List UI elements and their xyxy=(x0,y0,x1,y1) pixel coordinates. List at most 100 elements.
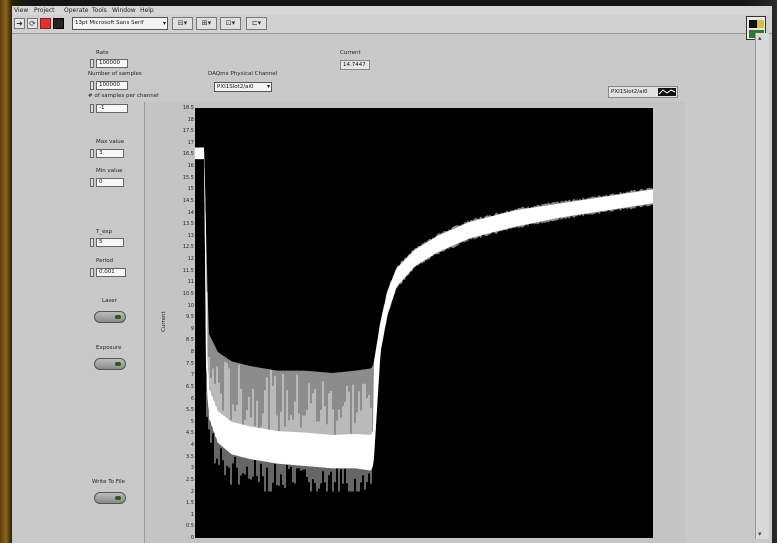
samples-stepper[interactable] xyxy=(90,81,94,90)
current-indicator: 14.7447 xyxy=(340,60,370,70)
y-tick-label: 15 xyxy=(187,186,194,193)
min-value-stepper[interactable] xyxy=(90,178,94,187)
y-tick-label: 8 xyxy=(190,349,194,356)
y-tick-label: 3 xyxy=(190,465,194,472)
toolbar: ➜ ⟳ 13pt Microsoft Sans Serif ▾ ⊟▾ ⊞▾ ⊡▾… xyxy=(12,15,772,40)
distribute-objects-icon[interactable]: ⊞▾ xyxy=(196,17,217,30)
y-tick-label: 1.5 xyxy=(186,500,194,507)
t-exp-input[interactable]: 5 xyxy=(96,238,124,247)
channel-value: PXI1Slot2/ai0 xyxy=(217,84,254,90)
y-tick-label: 6.5 xyxy=(186,383,194,390)
y-tick-label: 17 xyxy=(187,139,194,146)
channel-label: DAQmx Physical Channel xyxy=(208,71,278,77)
y-tick-label: 12.5 xyxy=(182,244,194,251)
menu-operate[interactable]: Operate xyxy=(64,7,89,14)
write-to-file-toggle[interactable] xyxy=(94,492,126,504)
period-input[interactable]: 0.001 xyxy=(96,268,126,277)
chevron-down-icon: ▾ xyxy=(162,20,166,27)
menu-bar: View Project Operate Tools Window Help xyxy=(12,6,772,15)
samples-input[interactable]: 100000 xyxy=(96,81,128,90)
resize-objects-icon[interactable]: ⊡▾ xyxy=(220,17,241,30)
y-tick-label: 17.5 xyxy=(182,128,194,135)
scroll-down-icon[interactable]: ▾ xyxy=(758,530,762,538)
max-value-stepper[interactable] xyxy=(90,149,94,158)
font-select-value: 13pt Microsoft Sans Serif xyxy=(75,20,144,26)
chevron-down-icon: ▾ xyxy=(266,83,270,90)
vertical-scrollbar[interactable]: ▴ ▾ xyxy=(755,33,769,539)
y-tick-label: 13.5 xyxy=(182,221,194,228)
exposure-toggle[interactable] xyxy=(94,358,126,370)
pause-icon[interactable] xyxy=(53,18,64,29)
y-tick-label: 16.5 xyxy=(182,151,194,158)
font-select[interactable]: 13pt Microsoft Sans Serif ▾ xyxy=(72,17,168,30)
y-tick-label: 4 xyxy=(190,442,194,449)
legend-swatch-icon xyxy=(658,88,676,96)
reorder-icon[interactable]: ⊏▾ xyxy=(246,17,267,30)
max-value-label: Max value xyxy=(96,139,125,145)
menu-view[interactable]: View xyxy=(14,7,29,14)
y-tick-label: 14.5 xyxy=(182,197,194,204)
y-tick-label: 7.5 xyxy=(186,360,194,367)
y-tick-label: 11 xyxy=(187,279,194,286)
y-tick-label: 2.5 xyxy=(186,476,194,483)
menu-tools[interactable]: Tools xyxy=(92,7,107,14)
run-arrow-icon[interactable]: ➜ xyxy=(14,18,25,29)
y-tick-label: 8.5 xyxy=(186,337,194,344)
y-tick-label: 12 xyxy=(187,256,194,263)
scroll-up-icon[interactable]: ▴ xyxy=(758,34,762,42)
y-axis-label: Current xyxy=(161,311,167,332)
y-tick-label: 3.5 xyxy=(186,453,194,460)
current-label: Current xyxy=(340,50,361,56)
y-tick-label: 1 xyxy=(190,511,194,518)
laser-label: Laser xyxy=(102,298,117,304)
run-continuous-icon[interactable]: ⟳ xyxy=(27,18,38,29)
write-to-file-label: Write To File xyxy=(92,479,126,485)
laser-toggle[interactable] xyxy=(94,311,126,323)
max-value-input[interactable]: 3 xyxy=(96,149,124,158)
y-tick-label: 10.5 xyxy=(182,290,194,297)
labview-front-panel-window: View Project Operate Tools Window Help ➜… xyxy=(12,6,772,543)
per-channel-stepper[interactable] xyxy=(90,104,94,113)
y-tick-label: 16 xyxy=(187,163,194,170)
y-tick-label: 5 xyxy=(190,418,194,425)
plot-legend[interactable]: PXI1Slot2/ai0 xyxy=(608,86,678,98)
waveform-envelope xyxy=(195,147,653,471)
min-value-label: Min value xyxy=(96,168,123,174)
period-label: Period xyxy=(96,258,114,264)
menu-project[interactable]: Project xyxy=(34,7,55,14)
y-tick-label: 0.5 xyxy=(186,523,194,530)
channel-select[interactable]: PXI1Slot2/ai0 ▾ xyxy=(214,82,272,92)
per-channel-label: # of samples per channel xyxy=(88,93,159,99)
per-channel-input[interactable]: -1 xyxy=(96,104,128,113)
y-tick-label: 4.5 xyxy=(186,430,194,437)
samples-label: Number of samples xyxy=(88,71,142,77)
t-exp-label: T_exp xyxy=(96,229,113,235)
y-tick-label: 5.5 xyxy=(186,407,194,414)
period-stepper[interactable] xyxy=(90,268,94,277)
y-tick-label: 13 xyxy=(187,232,194,239)
waveform-plot-area[interactable] xyxy=(195,108,653,538)
rate-label: Rate xyxy=(96,50,109,56)
y-tick-label: 14 xyxy=(187,209,194,216)
waveform-svg xyxy=(195,147,653,492)
y-tick-label: 9 xyxy=(190,325,194,332)
y-tick-label: 9.5 xyxy=(186,314,194,321)
y-tick-label: 15.5 xyxy=(182,174,194,181)
abort-icon[interactable] xyxy=(40,18,51,29)
y-tick-label: 18 xyxy=(187,116,194,123)
menu-help[interactable]: Help xyxy=(140,7,154,14)
menu-window[interactable]: Window xyxy=(112,7,136,14)
y-axis-ticks: 18.5 18 17.5 17 16.5 16 15.5 15 14.5 14 13.5 13 12.5… xyxy=(162,105,194,541)
align-objects-icon[interactable]: ⊟▾ xyxy=(172,17,193,30)
y-tick-label: 6 xyxy=(190,395,194,402)
exposure-label: Exposure xyxy=(96,345,122,351)
rate-input[interactable]: 100000 xyxy=(96,59,128,68)
legend-label: PXI1Slot2/ai0 xyxy=(611,89,648,95)
y-tick-label: 7 xyxy=(190,372,194,379)
rate-stepper[interactable] xyxy=(90,59,94,68)
y-tick-label: 2 xyxy=(190,488,194,495)
t-exp-stepper[interactable] xyxy=(90,238,94,247)
min-value-input[interactable]: 0 xyxy=(96,178,124,187)
y-tick-label: 11.5 xyxy=(182,267,194,274)
y-tick-label: 18.5 xyxy=(182,105,194,111)
